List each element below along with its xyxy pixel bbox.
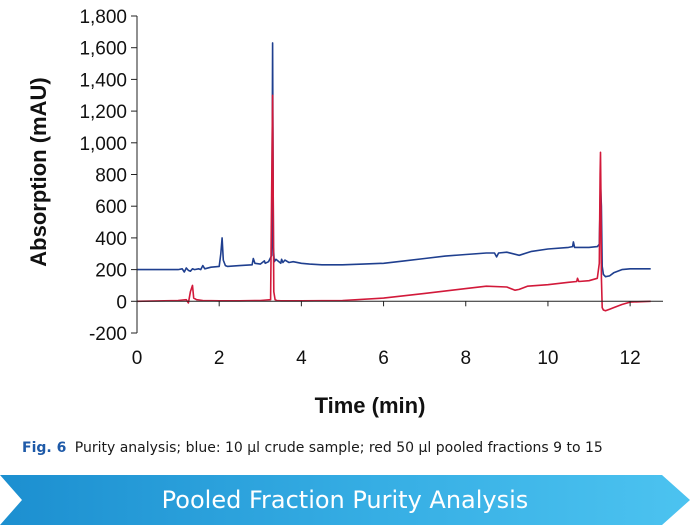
x-tick-label: 0 xyxy=(132,348,143,369)
y-tick-label: 1,200 xyxy=(79,102,127,123)
y-tick-label: 1,400 xyxy=(79,70,127,91)
x-tick-label: 8 xyxy=(460,348,471,369)
y-axis-title: Absorption (mAU) xyxy=(26,77,51,266)
x-tick-label: 10 xyxy=(537,348,558,369)
y-tick-label: 800 xyxy=(95,166,127,187)
chromatogram-chart: -20002004006008001,0001,2001,4001,6001,8… xyxy=(26,7,663,418)
figure-caption: Fig. 6 Purity analysis; blue: 10 µl crud… xyxy=(22,440,682,456)
series-line-blue xyxy=(137,42,651,278)
y-tick-label: 1,600 xyxy=(79,39,127,60)
x-tick-label: 6 xyxy=(378,348,389,369)
x-tick-label: 2 xyxy=(214,348,225,369)
x-axis-title: Time (min) xyxy=(315,393,426,418)
section-banner: Pooled Fraction Purity Analysis xyxy=(0,475,690,525)
y-tick-label: 0 xyxy=(116,292,127,313)
series-line-red xyxy=(136,94,651,312)
y-tick-label: 1,800 xyxy=(79,7,127,28)
figure-caption-text: Purity analysis; blue: 10 µl crude sampl… xyxy=(74,440,603,456)
figure-label: Fig. 6 xyxy=(22,440,67,456)
plot-series xyxy=(136,42,651,312)
x-tick-label: 4 xyxy=(296,348,307,369)
banner-title: Pooled Fraction Purity Analysis xyxy=(161,486,529,514)
y-tick-label: 1,000 xyxy=(79,134,127,155)
y-tick-label: 400 xyxy=(95,229,127,250)
y-tick-label: -200 xyxy=(89,324,127,345)
x-axis-ticks: 0 2 4 6 8 10 12 xyxy=(132,301,641,369)
x-tick-label: 12 xyxy=(620,348,641,369)
y-axis-ticks: -200 0 200 400 600 800 1,000 1,200 1,400 1,600 1,8… xyxy=(79,7,137,345)
banner-arrow-shape xyxy=(0,475,690,525)
y-tick-label: 200 xyxy=(95,261,127,282)
y-tick-label: 600 xyxy=(95,197,127,218)
